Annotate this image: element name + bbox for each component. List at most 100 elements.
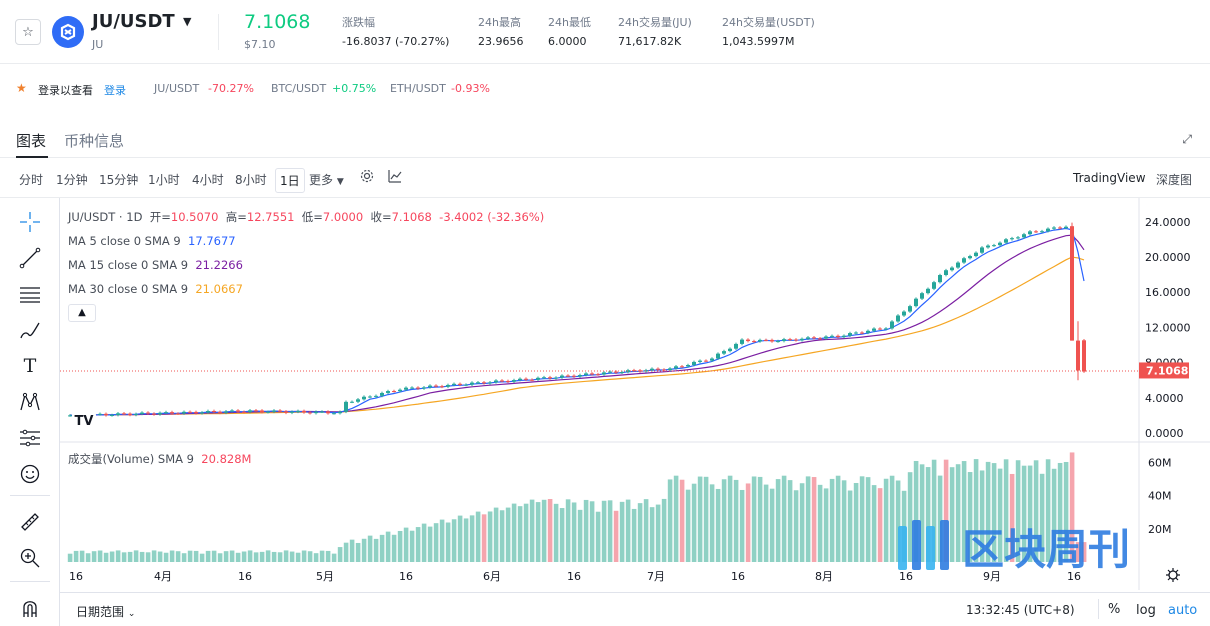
favorite-star-button[interactable]: ☆ [15, 19, 41, 45]
symbol-name[interactable]: JU/USDT [92, 11, 175, 32]
candle-body [278, 410, 282, 412]
interval-1h[interactable]: 1小时 [148, 173, 180, 187]
chart-canvas[interactable]: 24.000020.000016.000012.00008.00004.0000… [54, 198, 1210, 590]
candle-body [200, 412, 204, 414]
auto-scale-icon[interactable] [1166, 568, 1180, 582]
volume-bar [1015, 460, 1021, 562]
volume-bar [121, 552, 127, 562]
volume-bar [997, 468, 1003, 562]
interval-tick[interactable]: 分时 [19, 173, 44, 187]
candle-body [1058, 227, 1062, 229]
collapse-legend-button[interactable]: ▲ [68, 304, 96, 322]
depth-chart-button[interactable]: 深度图 [1156, 173, 1193, 187]
volume-bar [841, 480, 847, 562]
symbol-subtitle: JU [92, 38, 104, 51]
candle-body [992, 245, 996, 247]
volume-bar [217, 553, 223, 562]
brush-icon[interactable] [16, 316, 44, 344]
volume-bar [97, 550, 103, 562]
horizontal-lines-icon[interactable] [16, 280, 44, 308]
candle-body [584, 373, 588, 376]
volume-bar [139, 551, 145, 562]
svg-text:TV: TV [75, 414, 94, 429]
volume-bar [793, 490, 799, 562]
volume-bar [799, 483, 805, 562]
candle-body [416, 387, 420, 389]
volume-bar [673, 475, 679, 562]
interval-1d[interactable]: 1日 [275, 168, 305, 193]
candle-body [1046, 228, 1050, 232]
more-intervals[interactable]: 更多 ▼ [309, 171, 344, 188]
volume-bar [535, 502, 541, 562]
volume-bar [631, 508, 637, 562]
trend-line-icon[interactable] [16, 244, 44, 272]
prediction-tool-icon[interactable] [16, 424, 44, 452]
interval-15m[interactable]: 15分钟 [99, 173, 139, 187]
candle-body [884, 328, 888, 330]
volume-bar [565, 499, 571, 562]
volume-bar [835, 475, 841, 562]
volume-bar [787, 480, 793, 562]
candle-body [140, 412, 144, 414]
candle-body [368, 396, 372, 398]
candle-body [698, 360, 702, 362]
magnet-icon[interactable] [16, 594, 44, 622]
candle-body [572, 375, 576, 377]
zoom-in-icon[interactable] [16, 544, 44, 572]
volume-bar [877, 488, 883, 562]
volume-bar [523, 503, 529, 562]
text-tool-icon[interactable]: T [23, 355, 37, 377]
tradingview-view-button[interactable]: TradingView [1073, 171, 1146, 185]
ma15-legend[interactable]: MA 15 close 0 SMA 9 21.2266 [68, 253, 544, 277]
candle-body [848, 333, 852, 336]
log-scale-button[interactable]: log [1136, 603, 1156, 618]
volume-bar [919, 464, 925, 562]
volume-bar [559, 508, 565, 562]
pattern-tool-icon[interactable] [16, 388, 44, 416]
ruler-icon[interactable] [16, 508, 44, 536]
indicators-icon[interactable] [388, 169, 402, 186]
ma30-legend[interactable]: MA 30 close 0 SMA 9 21.0667 [68, 277, 544, 301]
time-axis-label: 16 [69, 570, 83, 583]
candle-body [758, 339, 762, 342]
ticker-pair[interactable]: ETH/USDT [390, 82, 446, 95]
volume-bar [529, 499, 535, 562]
emoji-icon[interactable] [16, 460, 44, 488]
crosshair-icon[interactable] [16, 208, 44, 236]
tab-chart[interactable]: 图表 [16, 132, 47, 150]
volume-bar [511, 503, 517, 562]
volume-bar [763, 484, 769, 562]
header-divider [218, 14, 219, 50]
auto-scale-button[interactable]: auto [1168, 603, 1198, 618]
volume-bar [847, 490, 853, 562]
date-range-button[interactable]: 日期范围 ⌄ [76, 603, 135, 620]
candle-body [146, 412, 150, 414]
candle-body [434, 385, 438, 387]
volume-legend[interactable]: 成交量(Volume) SMA 9 20.828M [68, 447, 251, 471]
settings-icon[interactable] [360, 169, 374, 186]
timezone-clock[interactable]: 13:32:45 (UTC+8) [966, 603, 1075, 617]
interval-1m[interactable]: 1分钟 [56, 173, 88, 187]
interval-8h[interactable]: 8小时 [235, 173, 267, 187]
price-chart[interactable]: 24.000020.000016.000012.00008.00004.0000… [54, 198, 1210, 590]
ma5-legend[interactable]: MA 5 close 0 SMA 9 17.7677 [68, 229, 544, 253]
volume-bar [391, 534, 397, 562]
interval-4h[interactable]: 4小时 [192, 173, 224, 187]
time-axis-label: 7月 [647, 570, 665, 583]
volume-bar [985, 461, 991, 562]
percent-scale-button[interactable]: % [1108, 602, 1121, 617]
fullscreen-icon[interactable]: ⤢ [1182, 132, 1192, 146]
candle-body [938, 275, 942, 283]
ticker-pair[interactable]: BTC/USDT [271, 82, 327, 95]
symbol-dropdown-icon[interactable]: ▼ [183, 15, 192, 28]
candle-body [974, 252, 978, 257]
tab-coin-info[interactable]: 币种信息 [64, 132, 125, 150]
volume-bar [517, 506, 523, 562]
candle-body [1076, 340, 1080, 371]
candle-body [890, 321, 894, 329]
ticker-change: -0.93% [451, 82, 490, 95]
login-link[interactable]: 登录 [104, 84, 126, 97]
volume-bar [589, 501, 595, 562]
ticker-pair[interactable]: JU/USDT [154, 82, 200, 95]
volume-bar [127, 551, 133, 562]
